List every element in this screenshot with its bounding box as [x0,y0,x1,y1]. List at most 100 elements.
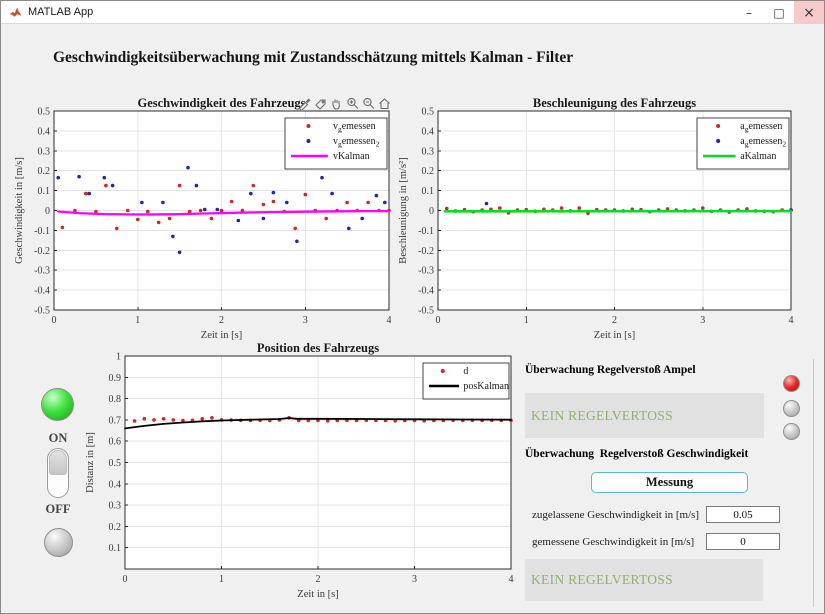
svg-text:0.4: 0.4 [109,479,122,490]
svg-text:4: 4 [509,574,514,585]
svg-text:Distanz in [m]: Distanz in [m] [85,432,96,493]
system-on-lamp [41,388,74,421]
svg-text:0.5: 0.5 [38,107,51,118]
traffic-yellow-lamp [783,400,800,417]
svg-text:vgemessen2: vgemessen2 [333,136,380,149]
svg-text:-0.5: -0.5 [418,306,434,317]
svg-text:0.5: 0.5 [422,107,435,118]
svg-text:3: 3 [700,315,705,326]
maximize-button[interactable]: □ [773,5,785,20]
messung-button[interactable]: Messung [591,472,748,493]
svg-text:agemessen2: agemessen2 [740,136,786,149]
svg-text:-0.4: -0.4 [34,286,50,297]
svg-text:-0.1: -0.1 [418,226,434,237]
svg-text:-0.2: -0.2 [418,246,434,257]
svg-text:Beschleunigung des Fahrzeugs: Beschleunigung des Fahrzeugs [533,97,696,110]
svg-text:0.2: 0.2 [38,166,51,177]
pan-icon[interactable] [330,97,343,110]
measured-speed-field[interactable] [706,533,780,550]
svg-text:-0.5: -0.5 [34,306,50,317]
ampel-status-box: KEIN REGELVERTOSS [525,393,764,438]
traffic-green-lamp [783,423,800,440]
page-title: Geschwindigkeitsüberwachung mit Zustands… [53,49,574,66]
svg-text:0.2: 0.2 [109,522,122,533]
brush-icon[interactable] [298,97,311,112]
svg-text:0.9: 0.9 [109,373,122,384]
svg-text:Geschwindigkeit des Fahrzeugs: Geschwindigkeit des Fahrzeugs [137,97,305,110]
svg-text:d: d [463,366,468,377]
panel-border [813,359,814,607]
svg-text:0.5: 0.5 [109,458,122,469]
minimize-button[interactable]: – [746,5,752,20]
switch-on-label: ON [48,431,68,445]
svg-text:0: 0 [436,315,441,326]
zoom-out-icon[interactable] [362,97,375,110]
home-icon[interactable] [378,97,391,110]
svg-text:0.6: 0.6 [109,437,122,448]
allowed-speed-label: zugelassene Geschwindigkeit in [m/s] [532,509,700,521]
svg-text:Zeit in [s]: Zeit in [s] [594,330,635,341]
svg-text:Geschwindigkeit in [m/s]: Geschwindigkeit in [m/s] [14,157,25,264]
svg-text:agemessen: agemessen [740,121,782,134]
window-title: MATLAB App [28,6,94,18]
svg-text:0.3: 0.3 [109,501,122,512]
close-button[interactable]: × [794,1,824,24]
svg-text:0.3: 0.3 [422,146,435,157]
svg-text:2: 2 [219,315,224,326]
speed-section-title: Überwachung Regelverstoß Geschwindigkeit [525,448,749,460]
svg-text:Zeit in [s]: Zeit in [s] [297,589,338,600]
svg-text:3: 3 [412,574,417,585]
svg-text:0: 0 [429,206,434,217]
svg-text:0.3: 0.3 [38,146,51,157]
allowed-speed-field[interactable] [706,506,780,523]
svg-text:1: 1 [219,574,224,585]
svg-text:1: 1 [116,352,121,363]
svg-text:Zeit in [s]: Zeit in [s] [201,330,242,341]
svg-text:-0.3: -0.3 [418,266,434,277]
svg-text:2: 2 [316,574,321,585]
svg-text:0.8: 0.8 [109,394,122,405]
svg-text:0.1: 0.1 [422,186,435,197]
svg-text:0.7: 0.7 [109,415,122,426]
svg-text:Position des Fahrzeugs: Position des Fahrzeugs [257,342,379,355]
position-chart: 0 1 2 3 4 1 0.9 0.8 0.7 0.6 0.5 0.4 0.3 0.2 0.1 Positio… [82,341,514,602]
system-off-lamp [44,528,73,557]
svg-text:0.4: 0.4 [422,126,435,137]
svg-text:1: 1 [135,315,140,326]
svg-text:4: 4 [387,315,392,326]
svg-text:3: 3 [303,315,308,326]
svg-text:0: 0 [123,574,128,585]
svg-text:0.4: 0.4 [38,126,51,137]
switch-thumb[interactable] [49,450,67,475]
acceleration-chart: 0 1 2 3 4 0.5 0.4 0.3 0.2 0.1 0 -0.1 -0.2 -0.3 -0.4 -0.… [395,96,794,343]
svg-text:vgemessen: vgemessen [333,121,376,134]
svg-text:posKalman: posKalman [463,381,509,392]
axes-toolbar [298,97,391,112]
matlab-logo-icon [9,7,22,17]
svg-text:0: 0 [45,206,50,217]
svg-text:aKalman: aKalman [740,151,776,162]
ampel-section-title: Überwachung Regelverstoß Ampel [525,364,696,376]
svg-text:-0.2: -0.2 [34,246,50,257]
svg-text:-0.4: -0.4 [418,286,434,297]
measured-speed-label: gemessene Geschwindigkeit in [m/s] [532,536,695,548]
speed-status-box: KEIN REGELVERTOSS [525,559,763,601]
svg-text:vKalman: vKalman [333,151,370,162]
datatip-icon[interactable] [314,97,327,110]
velocity-chart: 0 1 2 3 4 0.5 0.4 0.3 0.2 0.1 0 -0.1 -0.2 -0.3 -0.4 -0.… [11,96,392,343]
svg-text:Beschleunigung in [m/s²]: Beschleunigung in [m/s²] [398,157,409,263]
switch-off-label: OFF [45,502,71,516]
svg-text:1: 1 [524,315,529,326]
power-rocker-switch[interactable] [47,448,69,498]
svg-text:-0.3: -0.3 [34,266,50,277]
svg-text:2: 2 [612,315,617,326]
traffic-red-lamp [783,375,800,392]
svg-text:-0.1: -0.1 [34,226,50,237]
zoom-in-icon[interactable] [346,97,359,110]
svg-text:0: 0 [52,315,57,326]
title-bar: MATLAB App – □ × [1,1,824,24]
svg-text:0.1: 0.1 [109,543,122,554]
svg-text:0.2: 0.2 [422,166,435,177]
svg-text:0.1: 0.1 [38,186,51,197]
